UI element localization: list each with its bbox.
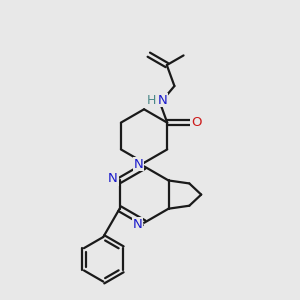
Text: N: N bbox=[134, 158, 144, 171]
Text: N: N bbox=[108, 172, 118, 185]
Text: N: N bbox=[158, 94, 167, 106]
Text: O: O bbox=[191, 116, 201, 129]
Text: H: H bbox=[147, 94, 157, 106]
Text: N: N bbox=[133, 218, 142, 231]
